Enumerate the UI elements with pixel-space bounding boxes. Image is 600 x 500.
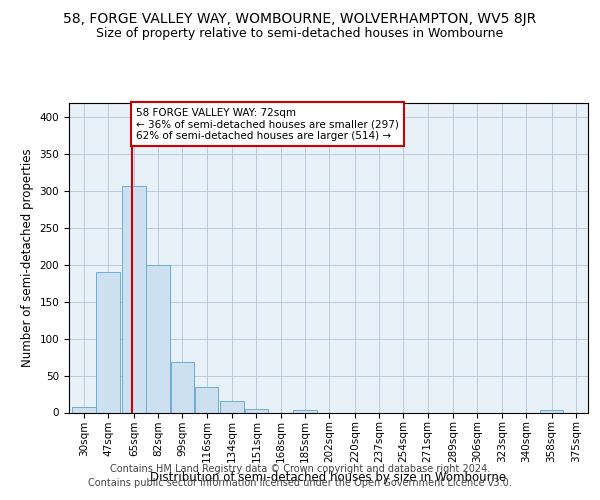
X-axis label: Distribution of semi-detached houses by size in Wombourne: Distribution of semi-detached houses by …: [151, 470, 506, 484]
Text: Contains HM Land Registry data © Crown copyright and database right 2024.
Contai: Contains HM Land Registry data © Crown c…: [88, 464, 512, 487]
Text: 58, FORGE VALLEY WAY, WOMBOURNE, WOLVERHAMPTON, WV5 8JR: 58, FORGE VALLEY WAY, WOMBOURNE, WOLVERH…: [64, 12, 536, 26]
Bar: [220, 402, 244, 412]
Bar: [72, 406, 96, 412]
Bar: [97, 272, 120, 412]
Bar: [293, 410, 317, 412]
Bar: [245, 409, 268, 412]
Bar: [195, 386, 218, 412]
Bar: [170, 362, 194, 412]
Bar: [122, 186, 146, 412]
Y-axis label: Number of semi-detached properties: Number of semi-detached properties: [21, 148, 34, 367]
Bar: [540, 410, 563, 412]
Text: 58 FORGE VALLEY WAY: 72sqm
← 36% of semi-detached houses are smaller (297)
62% o: 58 FORGE VALLEY WAY: 72sqm ← 36% of semi…: [136, 108, 399, 141]
Text: Size of property relative to semi-detached houses in Wombourne: Size of property relative to semi-detach…: [97, 28, 503, 40]
Bar: [146, 265, 170, 412]
